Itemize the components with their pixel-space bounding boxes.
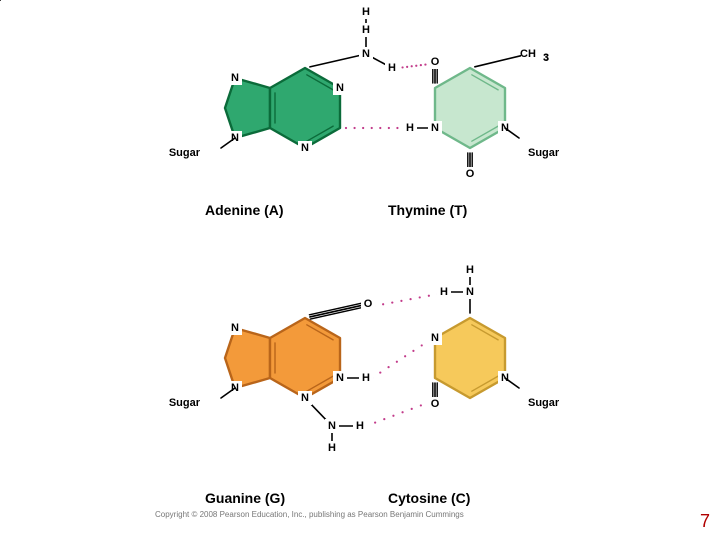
svg-text:N: N — [231, 322, 239, 334]
svg-text:N: N — [301, 142, 309, 154]
svg-text:H: H — [406, 122, 414, 134]
label-thymine: Thymine (T) — [388, 202, 467, 218]
svg-text:H: H — [466, 264, 474, 276]
svg-text:N: N — [431, 332, 439, 344]
svg-text:H: H — [362, 372, 370, 384]
page-number: 7 — [700, 511, 710, 531]
page-number-box: 7 — [696, 509, 714, 534]
svg-text:N: N — [336, 82, 344, 94]
label-cytosine: Cytosine (C) — [388, 490, 470, 506]
label-guanine: Guanine (G) — [205, 490, 285, 506]
svg-text:Sugar: Sugar — [528, 397, 560, 409]
svg-text:Sugar: Sugar — [528, 147, 560, 159]
svg-text:N: N — [336, 372, 344, 384]
svg-text:H: H — [362, 6, 370, 18]
svg-text:CH: CH — [520, 48, 536, 60]
copyright-text: Copyright © 2008 Pearson Education, Inc.… — [155, 510, 464, 519]
svg-text:H: H — [388, 62, 396, 74]
svg-text:3: 3 — [543, 52, 548, 62]
svg-text:N: N — [328, 420, 336, 432]
svg-text:O: O — [466, 168, 475, 180]
svg-text:H: H — [356, 420, 364, 432]
page: NNNNNHHHOONNHCH33SugarSugarONNNNHNHHNHHN… — [0, 0, 720, 540]
svg-text:Sugar: Sugar — [169, 397, 201, 409]
svg-text:O: O — [431, 56, 440, 68]
svg-text:N: N — [301, 392, 309, 404]
svg-text:N: N — [362, 48, 370, 60]
svg-text:N: N — [466, 286, 474, 298]
svg-text:N: N — [231, 72, 239, 84]
svg-text:O: O — [364, 298, 373, 310]
diagram-svg: NNNNNHHHOONNHCH33SugarSugarONNNNHNHHNHHN… — [0, 0, 720, 540]
svg-text:H: H — [362, 24, 370, 36]
svg-text:H: H — [440, 286, 448, 298]
svg-text:H: H — [328, 442, 336, 454]
label-adenine: Adenine (A) — [205, 202, 284, 218]
svg-text:N: N — [431, 122, 439, 134]
svg-text:Sugar: Sugar — [169, 147, 201, 159]
svg-text:O: O — [431, 398, 440, 410]
